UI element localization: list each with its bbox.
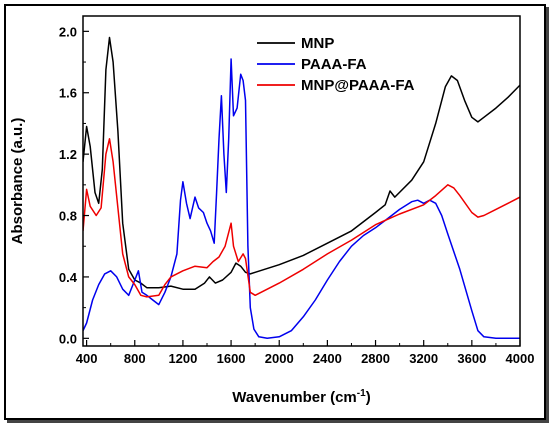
x-axis-title-main: Wavenumber (cm — [232, 389, 356, 406]
x-tick-label: 3200 — [409, 351, 438, 366]
y-tick-label: 1.2 — [59, 147, 77, 162]
x-tick-label: 2800 — [361, 351, 390, 366]
x-axis-title-close: ) — [366, 389, 371, 406]
legend-label-3: MNP@PAAA-FA — [301, 77, 415, 94]
y-axis-title: Absorbance (a.u.) — [9, 118, 26, 245]
x-tick-label: 2400 — [313, 351, 342, 366]
series-line-3 — [83, 138, 520, 298]
x-tick-label: 400 — [76, 351, 98, 366]
x-tick-label: 2000 — [265, 351, 294, 366]
x-tick-label: 800 — [124, 351, 146, 366]
x-tick-label: 4000 — [506, 351, 535, 366]
legend: MNP PAAA-FA MNP@PAAA-FA — [257, 35, 415, 94]
legend-label-2: PAAA-FA — [301, 56, 367, 73]
y-tick-label: 1.6 — [59, 86, 77, 101]
y-tick-label: 0.8 — [59, 209, 77, 224]
x-axis-title: Wavenumber (cm-1) — [232, 388, 370, 406]
series-line-1 — [83, 36, 520, 290]
plot-area-border — [82, 15, 521, 347]
x-tick-label: 3600 — [457, 351, 486, 366]
y-tick-label: 0.0 — [59, 331, 77, 346]
x-axis-title-superscript: -1 — [357, 388, 366, 399]
y-tick-label: 2.0 — [59, 24, 77, 39]
legend-label-1: MNP — [301, 35, 334, 52]
series-line-2 — [83, 58, 520, 340]
y-tick-label: 0.4 — [59, 270, 78, 285]
x-tick-label: 1600 — [217, 351, 246, 366]
x-tick-label: 1200 — [168, 351, 197, 366]
